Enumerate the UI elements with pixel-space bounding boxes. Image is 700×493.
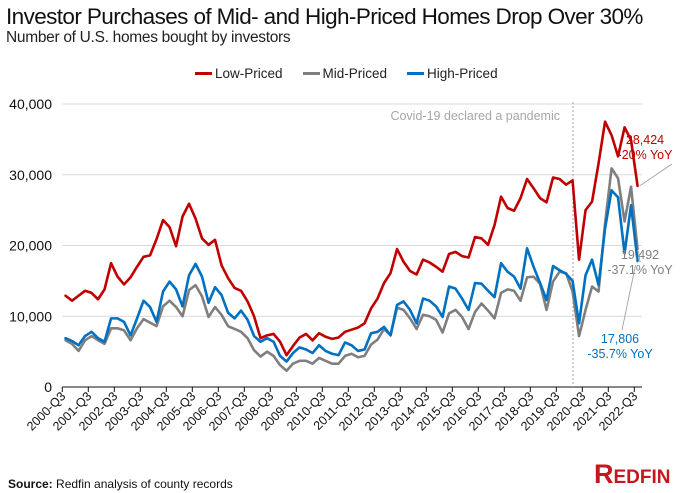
legend-label-high: High-Priced (427, 66, 498, 81)
end-label-change-high: -35.7% YoY (587, 347, 653, 361)
end-label-leader-low (639, 163, 673, 187)
series-line-high (64, 189, 639, 363)
series-points-high (65, 190, 638, 362)
end-label-leader-mid (638, 251, 641, 263)
legend-item-high: High-Priced (407, 66, 498, 81)
legend-item-mid: Mid-Priced (302, 66, 388, 81)
series-points-mid (65, 168, 638, 371)
chart-subtitle: Number of U.S. homes bought by investors (6, 29, 291, 46)
covid-annotation-label: Covid-19 declared a pandemic (390, 109, 560, 123)
series-line-low (64, 120, 639, 357)
redfin-logo: Redfin (594, 459, 671, 489)
y-tick-label: 10,000 (9, 308, 52, 324)
legend-item-low: Low-Priced (195, 66, 283, 81)
end-label-change-mid: -37.1% YoY (607, 263, 673, 277)
y-tick-label: 30,000 (9, 167, 52, 183)
chart-title: Investor Purchases of Mid- and High-Pric… (6, 4, 643, 29)
legend-swatch-mid (302, 72, 320, 75)
end-label-value-mid: 19,492 (621, 248, 659, 262)
legend-swatch-low (195, 72, 212, 75)
source-label: Source: (8, 477, 53, 491)
legend-label-mid: Mid-Priced (322, 66, 388, 81)
legend: Low-Priced Mid-Priced High-Priced (195, 66, 498, 81)
end-label-change-low: -20% YoY (618, 148, 674, 162)
y-tick-label: 20,000 (9, 238, 52, 254)
end-label-value-low: 28,424 (626, 133, 664, 147)
end-label-value-high: 17,806 (601, 332, 639, 346)
legend-label-low: Low-Priced (215, 66, 283, 81)
legend-swatch-high (407, 72, 425, 75)
y-tick-label: 40,000 (9, 96, 52, 112)
source-text: Redfin analysis of county records (52, 477, 233, 491)
y-tick-label: 0 (44, 379, 52, 395)
series-points-low (65, 121, 638, 356)
source-note: Source: Redfin analysis of county record… (8, 477, 233, 491)
end-label-leader-high (621, 264, 636, 331)
